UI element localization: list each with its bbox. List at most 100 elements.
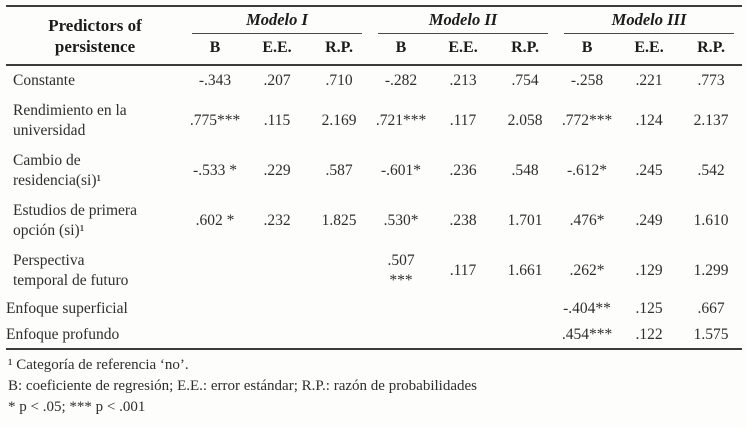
- subheader-rp-3: R.P.: [680, 34, 743, 66]
- stat-subheader-row: B E.E. R.P. B E.E. R.P. B E.E. R.P.: [6, 34, 743, 66]
- stat-value: 2.137: [693, 112, 729, 129]
- stat-value: .262*: [569, 262, 605, 279]
- model-1-header: Modelo I: [184, 6, 370, 34]
- subheader-b-2: B: [370, 34, 433, 66]
- row-label: Enfoque profundo: [6, 322, 184, 350]
- stat-value: .238: [449, 212, 477, 229]
- footnote-significance: * p < .05; *** p < .001: [8, 399, 146, 415]
- stat-value: -.343: [198, 72, 232, 89]
- stat-value: .221: [635, 72, 663, 89]
- model-2-header: Modelo II: [370, 6, 556, 34]
- stat-value: 2.058: [507, 112, 543, 129]
- stat-value: 1.825: [321, 212, 357, 229]
- stat-value: .754: [511, 72, 539, 89]
- stat-value: [432, 322, 495, 350]
- stat-value: [184, 296, 246, 322]
- stat-value: .232: [263, 212, 291, 229]
- subheader-b-3: B: [556, 34, 619, 66]
- subheader-ee-3: E.E.: [618, 34, 681, 66]
- table-row: Rendimiento en la universidad .775*** .1…: [6, 96, 742, 146]
- stat-value: .115: [263, 112, 291, 129]
- row-label: Constante: [13, 72, 75, 89]
- subheader-ee-2: E.E.: [432, 34, 495, 66]
- table-row: Estudios de primera opción (si)¹ .602 * …: [6, 196, 742, 246]
- row-label: Cambio de residencia(si)¹: [13, 152, 102, 189]
- stat-value: 2.169: [321, 112, 357, 129]
- stat-value: .721***: [375, 112, 427, 129]
- stat-value: .125: [635, 300, 663, 317]
- stat-value: [308, 322, 371, 350]
- subheader-rp-1: R.P.: [308, 34, 371, 66]
- stat-value: -.404**: [563, 300, 611, 317]
- stat-value: .229: [263, 162, 291, 179]
- stat-value: .476*: [569, 212, 605, 229]
- stat-value: [370, 322, 433, 350]
- row-label: Enfoque superficial: [6, 300, 128, 317]
- model-3-label: Modelo III: [564, 10, 735, 34]
- model-group-row: Predictors of persistence Modelo I Model…: [6, 6, 742, 66]
- table-row: Constante -.343 .207 .710 -.282 .213 .75…: [6, 65, 742, 96]
- stat-value: .775***: [189, 112, 241, 129]
- stat-value: .507 ***: [387, 252, 415, 289]
- stat-value: -.258: [570, 72, 604, 89]
- stat-value: -.533 *: [193, 162, 237, 179]
- stat-value: [184, 322, 246, 350]
- stat-value: .124: [635, 112, 663, 129]
- table-header: Predictors of persistence Modelo I Model…: [6, 6, 743, 66]
- table-body: Constante -.343 .207 .710 -.282 .213 .75…: [6, 65, 743, 350]
- stat-value: .772***: [561, 112, 613, 129]
- stat-value: .530*: [383, 212, 419, 229]
- stat-value: .245: [635, 162, 663, 179]
- table-row: Cambio de residencia(si)¹ -.533 * .229 .…: [6, 146, 742, 196]
- stat-value: .548: [511, 162, 539, 179]
- subheader-b-1: B: [184, 34, 246, 66]
- stat-value: .542: [697, 162, 725, 179]
- stat-value: 1.575: [680, 322, 743, 350]
- model-1-label: Modelo I: [192, 10, 363, 34]
- stat-value: -.282: [384, 72, 418, 89]
- stat-value: .587: [325, 162, 353, 179]
- stat-value: .710: [325, 72, 353, 89]
- row-label: Estudios de primera opción (si)¹: [13, 202, 137, 239]
- model-2-label: Modelo II: [378, 10, 549, 34]
- stat-value: .122: [618, 322, 681, 350]
- stat-value: [246, 246, 308, 296]
- table-row: Perspectiva temporal de futuro .507 *** …: [6, 246, 742, 296]
- stat-value: .117: [449, 262, 477, 279]
- row-label: Perspectiva temporal de futuro: [13, 252, 129, 289]
- stat-value: .667: [697, 300, 725, 317]
- stat-value: 1.299: [693, 262, 729, 279]
- stat-value: [246, 296, 308, 322]
- stat-value: 1.701: [507, 212, 543, 229]
- subheader-rp-2: R.P.: [494, 34, 557, 66]
- stat-value: -.601*: [380, 162, 422, 179]
- stat-value: .249: [635, 212, 663, 229]
- model-3-header: Modelo III: [556, 6, 742, 34]
- stat-value: 1.661: [507, 262, 543, 279]
- stat-value: .117: [449, 112, 477, 129]
- table-row: Enfoque profundo .454*** .122 1.575: [6, 322, 743, 350]
- stat-value: .213: [449, 72, 477, 89]
- stat-value: -.612*: [567, 162, 608, 179]
- stat-value: .602 *: [195, 212, 235, 229]
- subheader-ee-1: E.E.: [246, 34, 308, 66]
- table-footnotes: ¹ Categoría de referencia ‘no’. B: coefi…: [6, 355, 741, 418]
- regression-results-table: Predictors of persistence Modelo I Model…: [6, 5, 743, 350]
- table-row: Enfoque superficial -.404** .125 .667: [6, 296, 742, 322]
- stat-value: .207: [263, 72, 291, 89]
- stat-value: .773: [697, 72, 725, 89]
- stat-value: [370, 296, 432, 322]
- row-label: Rendimiento en la universidad: [13, 102, 127, 139]
- stat-value: [494, 322, 557, 350]
- footnote-reference-category: ¹ Categoría de referencia ‘no’.: [8, 357, 189, 373]
- predictors-header: Predictors of persistence: [6, 6, 184, 66]
- stat-value: .236: [449, 162, 477, 179]
- footnote-abbreviations: B: coeficiente de regresión; E.E.: error…: [8, 378, 477, 394]
- stat-value: .454***: [556, 322, 619, 350]
- stat-value: [432, 296, 494, 322]
- stat-value: [494, 296, 556, 322]
- stat-value: [184, 246, 246, 296]
- stat-value: [308, 246, 370, 296]
- stat-value: .129: [635, 262, 663, 279]
